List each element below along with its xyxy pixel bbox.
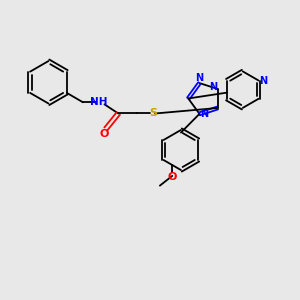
Text: O: O xyxy=(100,129,109,139)
Text: N: N xyxy=(200,109,208,119)
Text: N: N xyxy=(259,76,267,85)
Text: N: N xyxy=(209,82,217,92)
Text: S: S xyxy=(149,109,157,118)
Text: NH: NH xyxy=(90,97,108,107)
Text: N: N xyxy=(195,73,203,83)
Text: O: O xyxy=(168,172,177,182)
